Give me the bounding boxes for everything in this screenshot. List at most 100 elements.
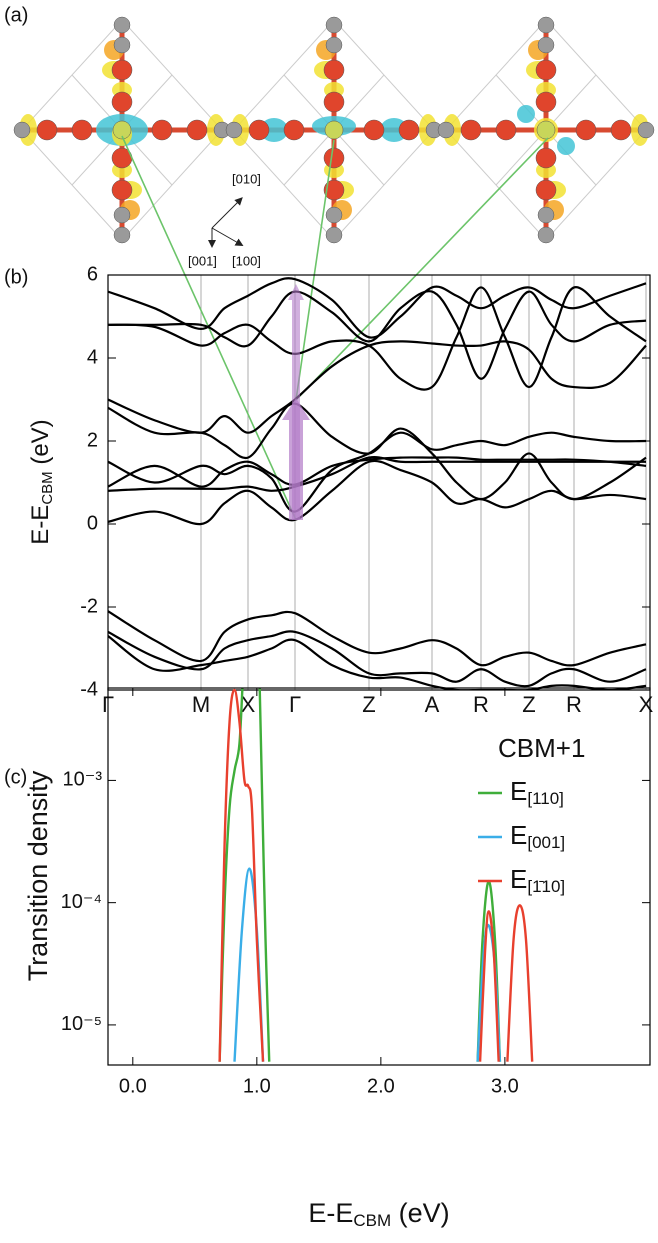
atom (535, 179, 557, 201)
atom (460, 119, 482, 141)
series-line (108, 402, 647, 501)
atom (113, 36, 131, 54)
legend-label: E[110] (510, 776, 564, 809)
atom (537, 16, 555, 34)
label-part: CBM (39, 471, 56, 504)
y-axis-label: Transition density (23, 770, 53, 981)
y-tick-label: 10⁻⁴ (61, 891, 102, 913)
x-tick-label: 2.0 (367, 1075, 395, 1097)
crystal-structures (13, 16, 655, 244)
atom (437, 121, 455, 139)
atom (151, 119, 173, 141)
x-tick-label: 0.0 (119, 1075, 147, 1097)
legend-title: CBM+1 (498, 733, 585, 763)
atom (324, 120, 344, 140)
atom (535, 59, 557, 81)
direction-axes: [010] [001] [100] (188, 171, 261, 268)
y-axis-label: E-ECBM (eV) (27, 419, 56, 544)
atom (637, 121, 655, 139)
y-tick-label: 6 (87, 263, 98, 285)
series-line (108, 277, 647, 339)
legend-label: E[1̄10] (510, 864, 565, 897)
series-line (108, 290, 647, 380)
atom (36, 119, 58, 141)
x-axis-label: E-ECBM (eV) (308, 1198, 449, 1230)
atom (398, 119, 420, 141)
atom (537, 36, 555, 54)
atom (535, 91, 557, 113)
atom (71, 119, 93, 141)
atom (225, 121, 243, 139)
atom (111, 179, 133, 201)
plot-frame (107, 274, 651, 691)
atom (325, 36, 343, 54)
label-part: (eV) (27, 419, 54, 471)
series-line (108, 610, 647, 667)
series-line (108, 630, 647, 688)
label-part: E-E (308, 1198, 353, 1228)
atom (248, 119, 270, 141)
atom (536, 120, 556, 140)
x-tick-label: Z (362, 692, 375, 717)
plot-frame (107, 687, 651, 1066)
orbital (557, 137, 575, 155)
atom (323, 91, 345, 113)
atom (113, 226, 131, 244)
atom (325, 16, 343, 34)
atom (13, 121, 31, 139)
atom (323, 59, 345, 81)
panel-label: (b) (4, 266, 28, 288)
x-tick-label: 1.0 (243, 1075, 271, 1097)
direction-label: [001] (188, 253, 217, 268)
atom (535, 147, 557, 169)
y-tick-label: -4 (80, 678, 98, 700)
atom (111, 91, 133, 113)
atom (363, 119, 385, 141)
legend-label: E[001] (510, 820, 565, 853)
series-line (108, 286, 647, 391)
y-tick-label: -2 (80, 595, 98, 617)
atom (186, 119, 208, 141)
label-part: (eV) (391, 1198, 450, 1228)
x-tick-label: X (639, 692, 654, 717)
x-tick-label: X (241, 692, 256, 717)
direction-label: [010] (232, 171, 261, 186)
direction-label: [100] (232, 253, 261, 268)
atom (113, 16, 131, 34)
y-tick-label: 10⁻³ (63, 769, 103, 791)
x-tick-label: R (473, 692, 489, 717)
atom (323, 147, 345, 169)
atom (537, 226, 555, 244)
panel-label: (c) (4, 766, 27, 788)
x-tick-label: 3.0 (491, 1075, 519, 1097)
atom (575, 119, 597, 141)
panel-label: (a) (4, 4, 28, 26)
atom (537, 206, 555, 224)
y-tick-label: 2 (87, 429, 98, 451)
series-line (108, 431, 647, 513)
x-tick-label: M (192, 692, 210, 717)
x-tick-label: Γ (289, 692, 301, 717)
annotation-line (295, 139, 335, 401)
label-part: E-E (27, 505, 54, 545)
y-tick-label: 0 (87, 512, 98, 534)
orbital (517, 105, 535, 123)
x-tick-label: Z (522, 692, 535, 717)
atom (112, 120, 132, 140)
atom (323, 179, 345, 201)
series-line (108, 635, 647, 690)
atom (283, 119, 305, 141)
series-line (108, 340, 647, 434)
atom (610, 119, 632, 141)
transition-arrow (282, 398, 310, 520)
series-line (108, 456, 647, 488)
label-part: CBM (353, 1211, 391, 1230)
atom (111, 59, 133, 81)
y-tick-label: 10⁻⁵ (61, 1013, 102, 1035)
x-tick-label: R (566, 692, 582, 717)
series-line (218, 688, 534, 1062)
atom (495, 119, 517, 141)
atom (113, 206, 131, 224)
